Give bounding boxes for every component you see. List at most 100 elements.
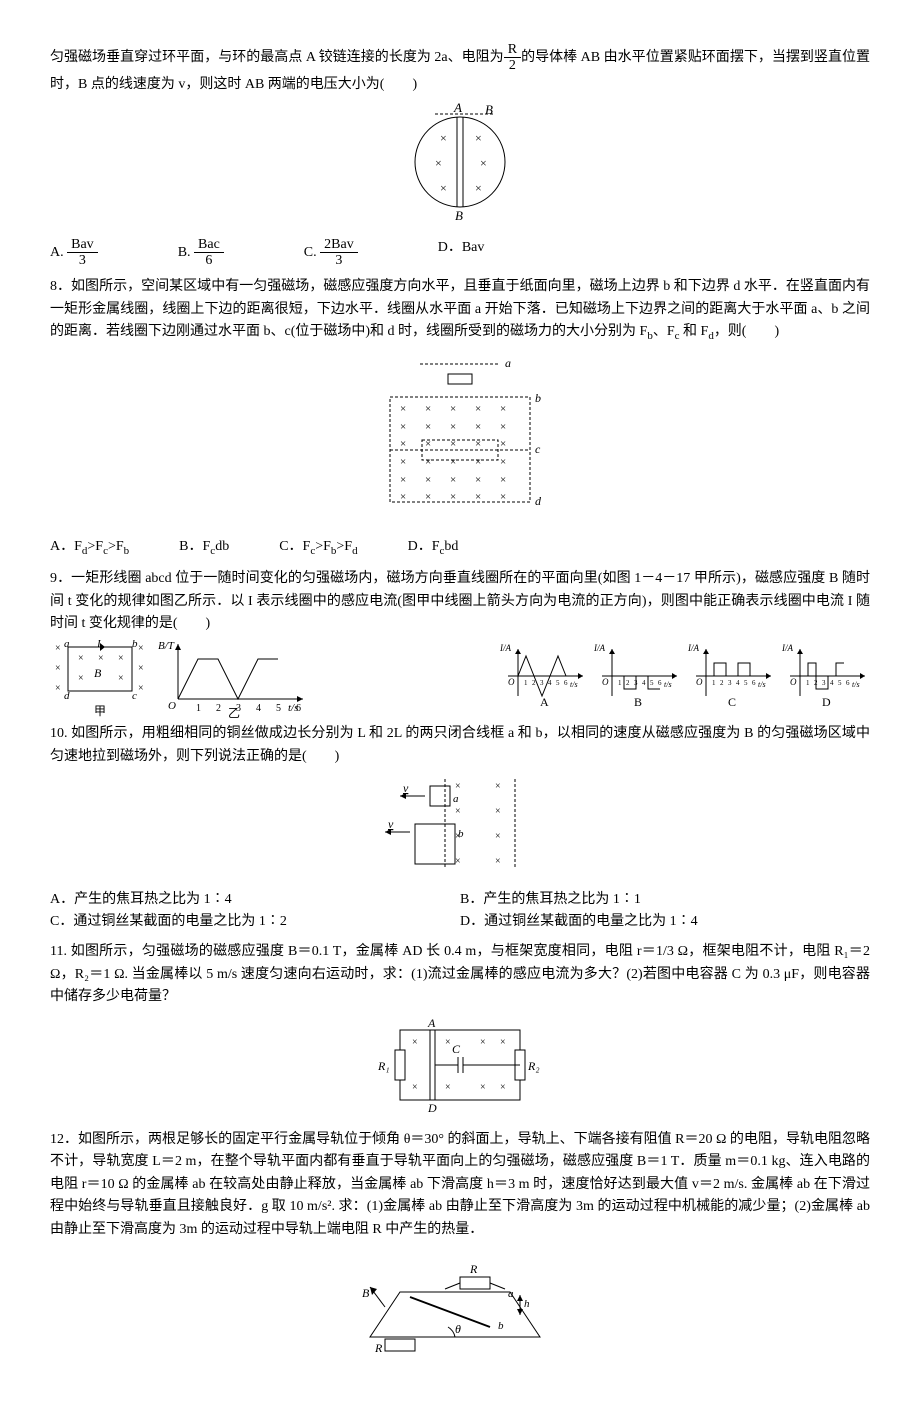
- svg-text:×: ×: [440, 131, 447, 145]
- svg-text:6: 6: [296, 703, 301, 714]
- label-B: B: [455, 208, 463, 222]
- svg-text:1: 1: [806, 679, 810, 687]
- svg-text:4: 4: [256, 703, 261, 714]
- svg-text:×: ×: [495, 831, 501, 842]
- svg-text:×: ×: [455, 806, 461, 817]
- q10-optD: D．通过铜丝某截面的电量之比为 1∶4: [460, 911, 870, 933]
- svg-text:×: ×: [500, 456, 506, 468]
- svg-text:C: C: [728, 695, 736, 709]
- q11-text: 11. 如图所示，匀强磁场的磁感应强度 B＝0.1 T，金属棒 AD 长 0.4…: [50, 941, 870, 1008]
- q8-figure: a b c d ××××× ××××× ××××× ××××× ××××× ××…: [50, 352, 870, 530]
- svg-text:O: O: [790, 677, 797, 687]
- svg-text:b: b: [132, 639, 138, 650]
- q9-choice-A: I/A t/s O 123456 A: [498, 641, 588, 719]
- svg-text:3: 3: [822, 679, 826, 687]
- svg-text:×: ×: [475, 474, 481, 486]
- svg-text:I/A: I/A: [499, 643, 511, 653]
- svg-text:c: c: [535, 442, 541, 456]
- svg-text:3: 3: [634, 679, 638, 687]
- q9-figures: ××× ××× ××× ×× a b c d I B 甲 B/T t/s O 1…: [50, 639, 870, 719]
- svg-text:×: ×: [475, 181, 482, 195]
- svg-text:4: 4: [830, 679, 834, 687]
- svg-text:×: ×: [455, 781, 461, 792]
- d: 6: [194, 253, 224, 268]
- q9-choice-B: I/A t/s O 123456 B: [592, 641, 682, 719]
- svg-text:5: 5: [650, 679, 654, 687]
- svg-text:×: ×: [78, 673, 84, 684]
- svg-text:2: 2: [626, 679, 630, 687]
- svg-text:6: 6: [658, 679, 662, 687]
- svg-text:2: 2: [720, 679, 724, 687]
- svg-text:×: ×: [435, 156, 442, 170]
- svg-text:×: ×: [480, 156, 487, 170]
- svg-text:5: 5: [838, 679, 842, 687]
- svg-text:d: d: [64, 690, 70, 702]
- svg-text:×: ×: [500, 1037, 506, 1048]
- svg-text:×: ×: [475, 456, 481, 468]
- svg-text:R: R: [469, 1262, 478, 1276]
- svg-text:×: ×: [425, 456, 431, 468]
- q12-figure: B R R a b h θ: [50, 1247, 870, 1365]
- svg-text:1: 1: [524, 679, 528, 687]
- svg-text:×: ×: [500, 491, 506, 503]
- svg-text:t/s: t/s: [664, 680, 672, 689]
- svg-text:D: D: [427, 1101, 437, 1115]
- svg-text:×: ×: [475, 403, 481, 415]
- svg-text:v: v: [403, 781, 409, 795]
- svg-text:h: h: [524, 1298, 530, 1310]
- svg-text:2: 2: [814, 679, 818, 687]
- svg-text:×: ×: [450, 421, 456, 433]
- svg-text:×: ×: [500, 403, 506, 415]
- q10-figure: ×× ×× ×× ×× a v b v: [50, 774, 870, 882]
- svg-text:3: 3: [728, 679, 732, 687]
- svg-text:×: ×: [475, 131, 482, 145]
- q7-text: 匀强磁场垂直穿过环平面，与环的最高点 A 铰链连接的长度为 2a、电阻为R2的导…: [50, 42, 870, 96]
- svg-text:O: O: [168, 700, 176, 712]
- svg-text:A: A: [540, 695, 549, 709]
- svg-text:R₂: R₂: [527, 1059, 540, 1073]
- svg-text:×: ×: [118, 653, 124, 664]
- svg-text:I/A: I/A: [593, 643, 605, 653]
- frac-den: 2: [504, 58, 521, 73]
- svg-text:5: 5: [276, 703, 281, 714]
- n: Bac: [194, 237, 224, 253]
- q8-optD: D．Fcbd: [408, 536, 459, 560]
- svg-text:b: b: [498, 1320, 504, 1332]
- svg-text:v: v: [388, 817, 394, 831]
- q10-text: 10. 如图所示，用粗细相同的铜丝做成边长分别为 L 和 2L 的两只闭合线框 …: [50, 723, 870, 768]
- svg-text:2: 2: [216, 703, 221, 714]
- svg-text:B: B: [485, 102, 493, 117]
- d: 3: [320, 253, 358, 268]
- svg-text:×: ×: [495, 781, 501, 792]
- svg-text:B: B: [362, 1286, 370, 1300]
- d: 3: [67, 253, 98, 268]
- svg-text:D: D: [822, 695, 831, 709]
- svg-text:×: ×: [495, 806, 501, 817]
- svg-text:4: 4: [548, 679, 552, 687]
- svg-text:×: ×: [445, 1037, 451, 1048]
- svg-text:×: ×: [400, 474, 406, 486]
- svg-text:C: C: [452, 1042, 461, 1056]
- svg-text:d: d: [535, 494, 542, 508]
- svg-text:×: ×: [400, 421, 406, 433]
- svg-text:×: ×: [400, 456, 406, 468]
- n: 2Bav: [320, 237, 358, 253]
- svg-text:b: b: [458, 828, 464, 840]
- svg-text:1: 1: [618, 679, 622, 687]
- svg-text:B: B: [634, 695, 642, 709]
- svg-text:×: ×: [425, 421, 431, 433]
- q10-optC: C．通过铜丝某截面的电量之比为 1∶2: [50, 911, 460, 933]
- q7-frac: R2: [504, 42, 521, 74]
- svg-text:×: ×: [425, 474, 431, 486]
- svg-text:×: ×: [450, 456, 456, 468]
- svg-text:甲: 甲: [94, 704, 106, 718]
- svg-text:×: ×: [138, 643, 144, 654]
- svg-text:3: 3: [540, 679, 544, 687]
- q8-optB: B．Fcdb: [179, 536, 229, 560]
- svg-text:5: 5: [556, 679, 560, 687]
- svg-text:t/s: t/s: [570, 680, 578, 689]
- svg-text:×: ×: [425, 491, 431, 503]
- svg-text:t/s: t/s: [758, 680, 766, 689]
- q8-text: 8．如图所示，空间某区域中有一匀强磁场，磁感应强度方向水平，且垂直于纸面向里，磁…: [50, 276, 870, 345]
- svg-text:a: a: [64, 639, 70, 650]
